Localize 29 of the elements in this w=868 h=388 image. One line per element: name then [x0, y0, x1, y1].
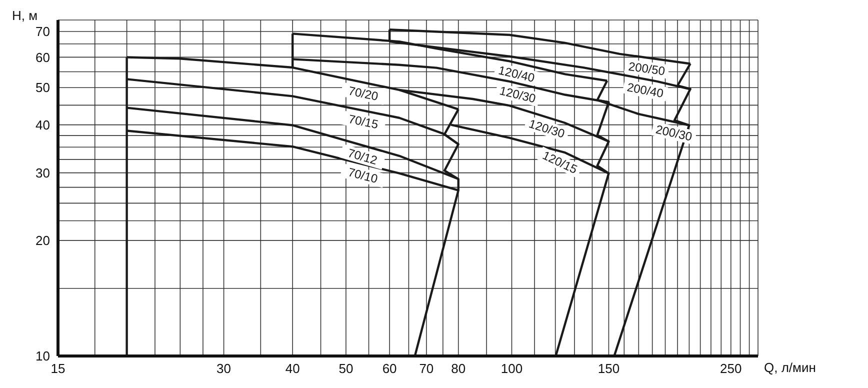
y-tick-label: 20 [36, 233, 50, 248]
text: 200/50 [628, 59, 666, 78]
x-tick-label: 150 [598, 361, 620, 376]
y-tick-label: 40 [36, 117, 50, 132]
x-tick-label: 70 [419, 361, 434, 376]
y-tick-label: 50 [36, 80, 50, 96]
text: 200/30 [654, 122, 694, 144]
text: 120/40 [497, 63, 536, 86]
text: 70/20 [347, 84, 380, 104]
x-tick-label: 15 [50, 361, 66, 376]
text: 70/12 [346, 146, 380, 168]
x-tick-label: 60 [382, 361, 397, 376]
x-tick-label: 30 [216, 361, 232, 376]
y-axis-title: H, м [12, 8, 38, 23]
x-tick-label: 50 [338, 361, 354, 376]
y-tick-label: 10 [36, 348, 50, 364]
x-tick-label: 40 [285, 361, 300, 376]
x-tick-label: 80 [451, 361, 466, 376]
x-tick-label: 100 [500, 361, 523, 376]
x-tick-label: 250 [720, 361, 742, 376]
text: 120/30 [527, 116, 567, 141]
y-tick-label: 30 [36, 165, 50, 180]
text: 120/30 [498, 84, 538, 106]
y-tick-label: 70 [36, 24, 50, 40]
x-axis-title: Q, л/мин [764, 360, 816, 375]
text: 70/15 [347, 112, 380, 132]
y-tick-label: 60 [36, 50, 50, 65]
text: 70/10 [346, 165, 380, 186]
text: 200/40 [626, 80, 665, 101]
